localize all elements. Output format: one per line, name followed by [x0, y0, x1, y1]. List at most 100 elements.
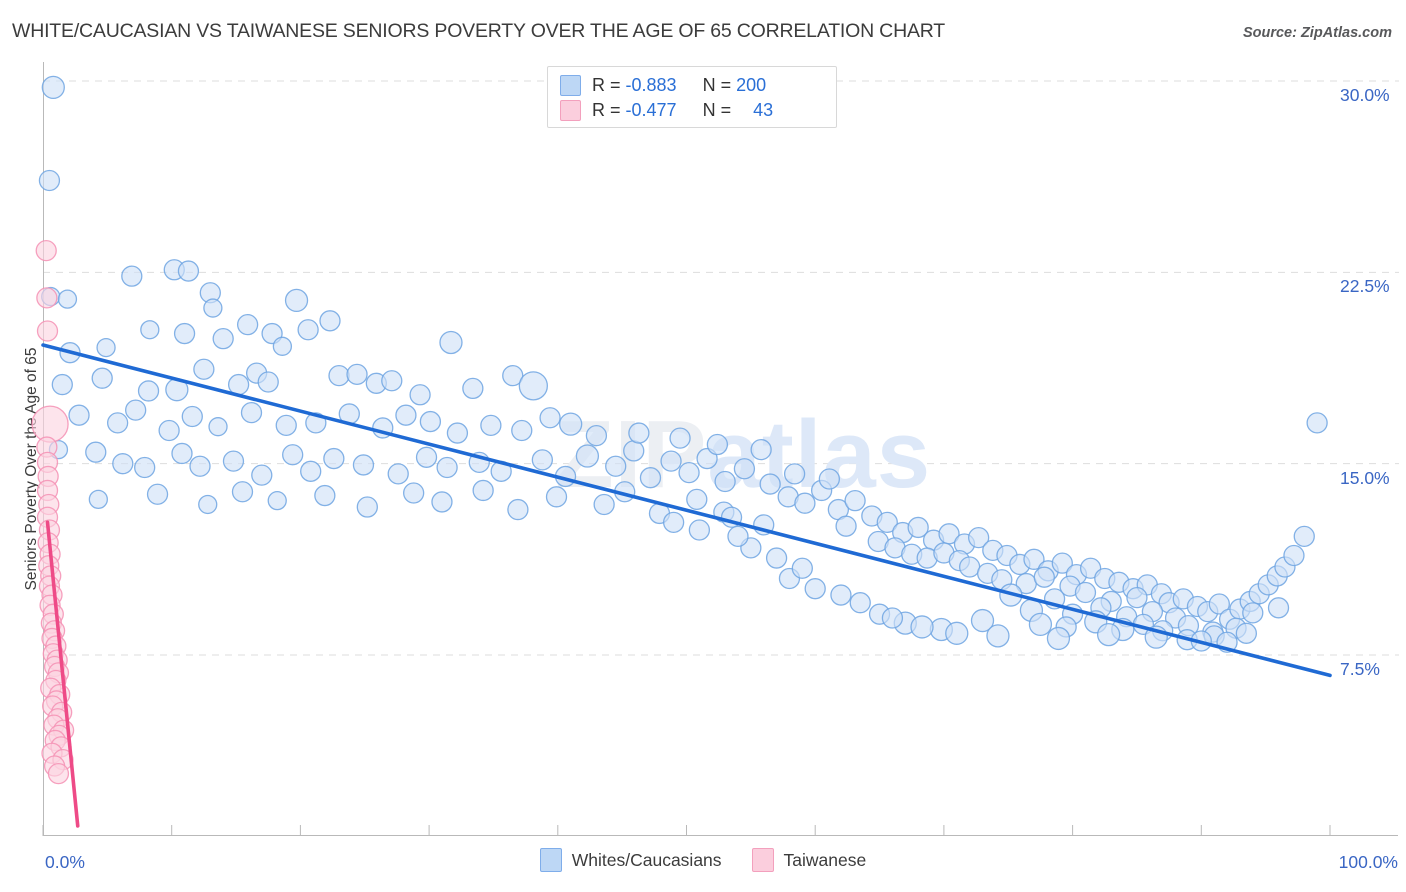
scatter-point [297, 319, 319, 341]
scatter-point [68, 404, 90, 426]
scatter-point [876, 511, 898, 533]
scatter-point [403, 482, 425, 504]
scatter-point [267, 491, 287, 511]
scatter-point [208, 417, 228, 437]
scatter-point [35, 239, 57, 262]
scatter-point [1033, 566, 1055, 588]
scatter-point [140, 320, 160, 340]
legend-swatch-pink-icon [560, 100, 581, 121]
scatter-point [1046, 626, 1071, 651]
scatter-point [1283, 544, 1305, 567]
scatter-point [236, 313, 259, 336]
legend-swatch-blue-icon [560, 75, 581, 96]
scatter-point [198, 494, 218, 515]
scatter-point [593, 493, 615, 516]
scatter-point [171, 442, 193, 465]
scatter-point [585, 424, 608, 447]
source-attribution: Source: ZipAtlas.com [1242, 25, 1392, 41]
scatter-point [910, 615, 934, 639]
scatter-point [446, 422, 469, 444]
scatter-point [628, 422, 650, 444]
scatter-point [439, 330, 463, 355]
scatter-point [706, 433, 729, 456]
scatter-point [727, 525, 749, 548]
scatter-point [146, 483, 169, 505]
scatter-point [282, 444, 304, 466]
series-legend-item-whites[interactable]: Whites/Caucasians [539, 848, 722, 872]
scatter-point [134, 456, 156, 479]
scatter-point [387, 463, 409, 485]
scatter-point [51, 373, 73, 396]
n-value-blue: 200 [736, 75, 767, 95]
scatter-point [511, 419, 533, 442]
scatter-point [222, 450, 245, 472]
series-swatch-pink-icon [751, 848, 774, 872]
y-axis-tick-2: 15.0% [1340, 467, 1390, 488]
scatter-point [1028, 612, 1053, 637]
scatter-point [907, 516, 929, 539]
trendline [45, 520, 80, 828]
scatter-point [352, 454, 375, 476]
scatter-point [688, 519, 711, 541]
x-axis-tick-min: 0.0% [45, 852, 85, 872]
scatter-point [284, 288, 309, 313]
x-axis-tick-max: 100.0% [1338, 852, 1398, 872]
scatter-point [849, 592, 871, 614]
scatter-point [314, 484, 336, 507]
scatter-point [1074, 581, 1097, 604]
scatter-point [346, 363, 368, 386]
scatter-point [173, 322, 196, 345]
scatter-point [125, 399, 147, 421]
series-legend: Whites/Caucasians Taiwanese [0, 848, 1406, 872]
trendline [41, 343, 1332, 678]
scatter-point [945, 621, 969, 645]
scatter-point [1242, 602, 1264, 624]
plot-area [31, 62, 1399, 835]
scatter-point [240, 401, 263, 424]
r-label-blue: R = [592, 75, 621, 95]
scatter-point [791, 557, 813, 579]
scatter-point [36, 287, 58, 309]
scatter-point [605, 455, 627, 477]
scatter-point [91, 367, 113, 389]
scatter-point [177, 260, 200, 282]
scatter-point [381, 370, 403, 392]
scatter-point [203, 298, 223, 318]
scatter-point [794, 492, 816, 514]
y-axis-tick-0: 30.0% [1340, 85, 1390, 105]
series-legend-item-taiwanese[interactable]: Taiwanese [751, 848, 867, 872]
scatter-point [121, 265, 143, 287]
stats-legend-row-whites: R = -0.883 N = 200 [560, 73, 826, 98]
scatter-point [85, 441, 107, 463]
scatter-point [714, 470, 736, 493]
scatter-point [1096, 622, 1121, 647]
stats-legend-row-taiwanese: R = -0.477 N = 43 [560, 98, 826, 123]
n-value-pink: 43 [753, 100, 774, 120]
scatter-point [356, 496, 378, 518]
scatter-point [88, 489, 108, 510]
data-points [31, 75, 1332, 828]
scatter-point [231, 481, 254, 503]
scatter-point [436, 456, 458, 479]
y-axis-tick-3: 7.5% [1340, 659, 1380, 679]
scatter-point [472, 479, 494, 502]
scatter-point [212, 328, 234, 350]
scatter-point [559, 412, 583, 436]
scatter-point [272, 336, 293, 356]
scatter-point [480, 414, 502, 437]
scatter-point [137, 380, 160, 402]
scatter-point [257, 371, 279, 393]
series-label-taiwanese: Taiwanese [783, 849, 867, 870]
scatter-point [881, 607, 904, 629]
scatter-point [1051, 552, 1073, 574]
n-label-blue: N = [702, 75, 732, 95]
scatter-point [1235, 622, 1257, 644]
scatter-point [1126, 586, 1148, 609]
scatter-point [36, 320, 59, 342]
scatter-point [967, 526, 990, 549]
r-value-pink: -0.477 [625, 100, 677, 120]
scatter-point [96, 337, 116, 358]
scatter-point [47, 762, 70, 785]
